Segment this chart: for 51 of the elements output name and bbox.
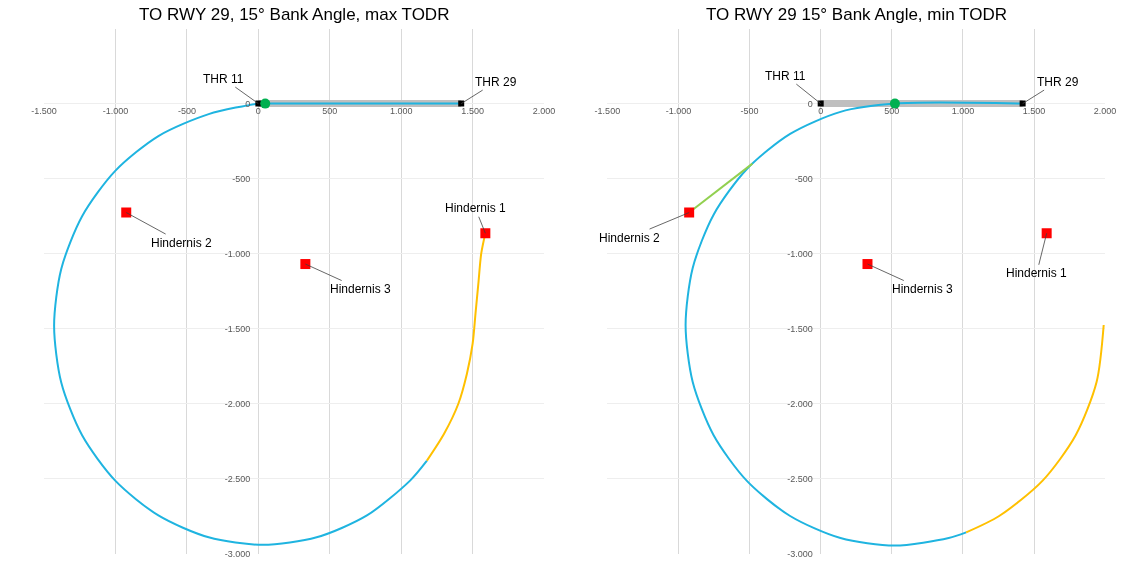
point bbox=[260, 98, 271, 109]
line-series bbox=[965, 323, 1105, 534]
annotation: Hindernis 1 bbox=[1006, 266, 1068, 280]
annotation: Hindernis 3 bbox=[330, 282, 392, 296]
x-tick-label: 0 bbox=[255, 105, 261, 116]
x-tick-label: 0 bbox=[818, 105, 824, 116]
x-tick-label: 1.000 bbox=[389, 105, 413, 116]
y-tick-label: -1.000 bbox=[224, 248, 251, 259]
annotation: THR 11 bbox=[203, 72, 244, 86]
x-tick-label: 1.500 bbox=[1022, 105, 1046, 116]
point bbox=[300, 259, 311, 270]
y-tick-label: -1.500 bbox=[224, 323, 251, 334]
annotation: THR 29 bbox=[475, 75, 517, 89]
annotation: Hindernis 2 bbox=[151, 236, 213, 250]
annotation: Hindernis 1 bbox=[445, 201, 507, 215]
x-tick-label: -1.000 bbox=[102, 105, 129, 116]
x-tick-label: -500 bbox=[740, 105, 759, 116]
point bbox=[1041, 228, 1052, 239]
x-tick-label: 1.000 bbox=[951, 105, 975, 116]
x-tick-label: -1.500 bbox=[31, 105, 57, 116]
point bbox=[684, 207, 695, 218]
chart-title: TO RWY 29 15° Bank Angle, min TODR bbox=[706, 5, 1007, 24]
x-tick-label: -1.000 bbox=[665, 105, 692, 116]
annotation: Hindernis 2 bbox=[599, 231, 661, 245]
y-tick-label: -2.000 bbox=[787, 398, 813, 409]
x-tick-label: -1.500 bbox=[594, 105, 621, 116]
point bbox=[121, 207, 132, 218]
point bbox=[480, 228, 491, 239]
y-tick-label: 0 bbox=[245, 98, 251, 109]
x-tick-label: 2.000 bbox=[1093, 105, 1117, 116]
x-tick-label: 500 bbox=[884, 105, 900, 116]
y-tick-label: -1.500 bbox=[787, 323, 813, 334]
y-tick-label: -500 bbox=[794, 173, 813, 184]
x-tick-label: -500 bbox=[177, 105, 196, 116]
annotation: THR 29 bbox=[1037, 75, 1079, 89]
x-tick-label: 500 bbox=[322, 105, 338, 116]
y-tick-label: -3.000 bbox=[787, 548, 813, 559]
annotation: Hindernis 3 bbox=[892, 282, 954, 296]
chart-title: TO RWY 29, 15° Bank Angle, max TODR bbox=[139, 5, 450, 24]
y-tick-label: -3.000 bbox=[224, 548, 251, 559]
y-tick-label: -2.500 bbox=[224, 473, 251, 484]
y-tick-label: -2.500 bbox=[787, 473, 813, 484]
y-tick-label: -1.000 bbox=[787, 248, 813, 259]
point bbox=[862, 259, 873, 270]
x-tick-label: 2.000 bbox=[532, 105, 556, 116]
y-tick-label: 0 bbox=[807, 98, 813, 109]
point bbox=[889, 98, 900, 109]
y-tick-label: -2.000 bbox=[224, 398, 251, 409]
x-tick-label: 1.500 bbox=[461, 105, 484, 116]
y-tick-label: -500 bbox=[232, 173, 251, 184]
annotation: THR 11 bbox=[765, 69, 806, 83]
